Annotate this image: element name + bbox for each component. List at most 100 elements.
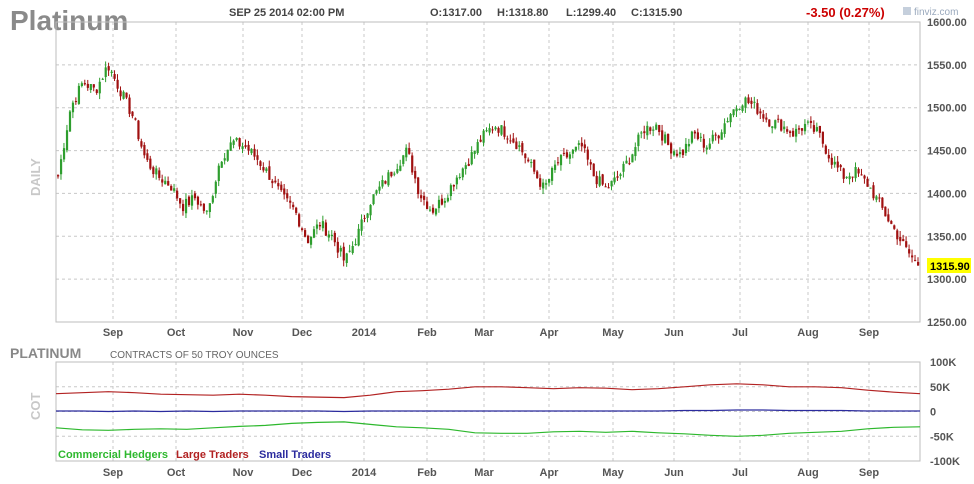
candle <box>899 230 902 246</box>
candle-body <box>482 130 485 143</box>
candle-body <box>586 149 589 160</box>
candle-body <box>428 209 432 211</box>
candle-body <box>164 180 167 185</box>
candle <box>301 227 304 232</box>
candle-body <box>181 203 185 212</box>
candle-body <box>616 176 619 178</box>
candle-body <box>797 128 801 130</box>
candle-body <box>280 184 283 191</box>
candle-body <box>866 178 869 187</box>
candle <box>533 159 536 175</box>
candle <box>333 230 336 247</box>
candle-body <box>122 91 125 99</box>
candle-body <box>202 203 206 211</box>
price-ytick-label: 1400.00 <box>927 188 967 200</box>
header-low: L:1299.40 <box>566 7 616 19</box>
candle-body <box>768 119 771 127</box>
candle <box>881 197 884 210</box>
price-ytick-label: 1250.00 <box>927 317 967 329</box>
candle <box>295 206 298 216</box>
candle <box>771 126 774 134</box>
candle-body <box>863 175 866 179</box>
cot-xtick-label: Aug <box>797 467 818 479</box>
candle <box>223 153 226 165</box>
candle-body <box>77 85 81 104</box>
candle-body <box>253 148 256 157</box>
candle-body <box>690 131 694 143</box>
candle-body <box>634 147 637 157</box>
candle <box>857 167 860 177</box>
candle-body <box>235 137 238 141</box>
candle <box>824 144 827 155</box>
candle-body <box>140 141 143 147</box>
candle-body <box>610 180 613 187</box>
candle-body <box>631 154 634 163</box>
candle <box>122 90 125 100</box>
candle <box>208 203 211 218</box>
candle-body <box>292 204 295 208</box>
candle <box>521 140 524 156</box>
header-change: -3.50 (0.27%) <box>806 5 885 20</box>
candle <box>527 157 530 163</box>
candle-body <box>226 149 229 161</box>
price-side-label: DAILY <box>28 158 43 196</box>
candle <box>205 210 208 215</box>
candle <box>917 257 920 266</box>
candle <box>455 175 458 190</box>
candle <box>839 163 842 172</box>
candle-body <box>167 181 170 186</box>
candle-body <box>488 128 491 133</box>
price-xtick-label: Dec <box>292 327 312 339</box>
price-candles <box>57 61 920 267</box>
candle <box>309 236 313 249</box>
candle <box>595 171 598 188</box>
candle-body <box>711 134 714 142</box>
candle <box>890 219 893 225</box>
candle-body <box>387 172 390 186</box>
candle-body <box>137 120 140 140</box>
candle <box>265 166 268 173</box>
candle-body <box>423 195 426 200</box>
candle-body <box>464 165 467 169</box>
candle-body <box>184 198 188 214</box>
candle-body <box>80 83 84 86</box>
candle-body <box>425 201 429 210</box>
finviz-logo[interactable]: finviz.com <box>903 7 958 18</box>
candle-body <box>899 236 902 242</box>
candle-body <box>348 250 351 252</box>
candle <box>57 174 60 179</box>
candle <box>586 146 589 166</box>
candle-body <box>738 108 741 110</box>
candle-body <box>57 175 60 177</box>
candle <box>143 142 146 159</box>
candle <box>655 122 658 131</box>
candle <box>574 146 577 153</box>
candle-body <box>583 144 586 149</box>
candle <box>705 145 708 155</box>
candle <box>699 132 702 142</box>
candle-body <box>190 195 194 206</box>
candle-body <box>119 90 122 97</box>
candle <box>128 94 131 118</box>
candle-body <box>315 224 319 229</box>
candle-body <box>173 188 176 191</box>
candle <box>283 183 286 200</box>
candle <box>286 189 289 202</box>
candle-body <box>744 97 747 108</box>
candle <box>577 140 580 150</box>
candle <box>402 154 405 167</box>
header-close: C:1315.90 <box>631 7 682 19</box>
candle <box>375 189 378 196</box>
candle-body <box>646 125 649 136</box>
candle-body <box>312 229 316 238</box>
candle-body <box>196 196 200 205</box>
candle <box>634 142 637 161</box>
cot-xtick-label: Apr <box>540 467 560 479</box>
candle-body <box>68 111 72 132</box>
candle <box>274 176 277 184</box>
candle <box>797 125 801 134</box>
candle-body <box>878 197 881 199</box>
candle-body <box>446 197 450 202</box>
cot-panel: PLATINUM CONTRACTS OF 50 TROY OUNCES -10… <box>10 345 960 479</box>
candle <box>803 119 807 135</box>
